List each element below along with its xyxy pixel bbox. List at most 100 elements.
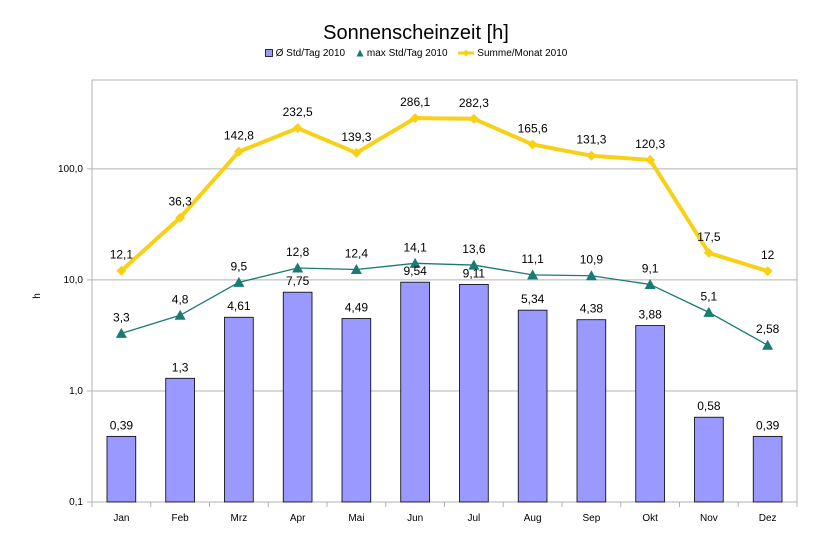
triangle-marker	[292, 262, 304, 273]
plot-area	[91, 79, 798, 503]
x-tick-label: Nov	[700, 513, 718, 524]
legend-item-sum: Summe/Monat 2010	[458, 48, 567, 59]
x-tick-label: Dez	[759, 513, 777, 524]
triangle-marker	[350, 264, 362, 275]
max-data-label: 9,5	[231, 259, 248, 273]
data-labels: 0,39 1,3 4,61 7,75 4,49 9,54 9,11 5,34 4,38 3,88 0…	[110, 95, 780, 432]
line-series	[115, 113, 774, 350]
bar-data-label: 0,58	[697, 399, 721, 413]
max-data-label: 3,3	[113, 310, 130, 324]
bar-data-label: 3,88	[638, 308, 662, 322]
bar	[517, 309, 548, 503]
bar-data-label: 0,39	[756, 418, 780, 432]
sum-data-label: 282,3	[459, 96, 489, 110]
max-data-label: 10,9	[580, 253, 604, 267]
triangle-marker	[409, 257, 421, 268]
diamond-marker	[292, 123, 303, 134]
x-tick-label: Aug	[524, 513, 542, 524]
triangle-marker	[233, 276, 245, 287]
max-data-label: 2,58	[756, 322, 780, 336]
y-tick-label: 1,0	[69, 386, 83, 397]
diamond-marker	[586, 150, 597, 161]
sum-data-label: 142,8	[224, 129, 254, 143]
diamond-marker	[116, 265, 127, 276]
bar	[165, 377, 195, 503]
triangle-marker	[115, 327, 127, 338]
diamond-marker	[762, 266, 773, 277]
bar-data-label: 1,3	[172, 360, 189, 374]
y-tick-label: 0,1	[69, 497, 83, 508]
bar-data-label: 9,54	[403, 264, 427, 278]
bar	[341, 318, 372, 503]
legend-swatch-avg	[264, 49, 273, 58]
legend-swatch-max	[356, 49, 364, 57]
bar-data-label: 0,39	[110, 418, 134, 432]
diamond-marker	[351, 147, 362, 158]
sum-data-label: 12	[761, 248, 775, 262]
bar	[694, 416, 724, 503]
max-data-label: 13,6	[462, 242, 486, 256]
x-tick-label: Jan	[113, 513, 129, 524]
line-max-per-day	[121, 262, 768, 346]
sum-data-label: 139,3	[341, 130, 371, 144]
triangle-marker	[174, 309, 186, 320]
bar	[459, 283, 489, 503]
sum-data-label: 131,3	[576, 133, 606, 147]
bar	[282, 291, 313, 503]
sum-data-label: 36,3	[168, 195, 192, 209]
max-data-label: 14,1	[403, 240, 427, 254]
x-tick-label: Sep	[582, 513, 600, 524]
axes: 0,1 1,0 10,0 100,0 Jan Feb Mrz Apr Mai Jun Jul Aug S…	[58, 164, 798, 524]
triangle-marker	[527, 269, 539, 280]
sum-data-label: 232,5	[283, 105, 313, 119]
sum-data-label: 12,1	[110, 248, 134, 262]
triangle-marker	[644, 278, 656, 289]
x-tick-label: Jul	[467, 513, 480, 524]
bar	[224, 316, 254, 503]
y-tick-label: 100,0	[58, 164, 83, 175]
diamond-marker	[645, 154, 656, 165]
bar	[106, 435, 137, 503]
y-axis-label: h	[32, 293, 43, 299]
bar	[752, 435, 783, 503]
x-tick-label: Apr	[290, 513, 306, 524]
diamond-marker	[410, 113, 421, 124]
legend-swatch-sum	[458, 49, 475, 57]
max-data-label: 11,1	[521, 252, 544, 266]
triangle-marker	[468, 259, 480, 270]
bar-data-label: 9,11	[463, 266, 486, 280]
diamond-marker	[175, 212, 186, 223]
bar	[576, 319, 607, 503]
bar-data-label: 5,34	[521, 292, 545, 306]
diamond-marker	[233, 146, 244, 157]
bar-data-label: 4,49	[345, 301, 369, 315]
legend-item-avg: Ø Std/Tag 2010	[264, 48, 346, 59]
legend: Ø Std/Tag 2010 max Std/Tag 2010 Summe/Mo…	[0, 48, 832, 59]
x-tick-label: Mai	[348, 513, 364, 524]
bar-data-label: 7,75	[286, 274, 310, 288]
sum-data-label: 120,3	[635, 137, 665, 151]
bar-data-label: 4,61	[227, 299, 251, 313]
max-data-label: 12,8	[286, 245, 310, 259]
diamond-marker	[703, 247, 714, 258]
legend-label-avg: Ø Std/Tag 2010	[275, 48, 346, 59]
legend-item-max: max Std/Tag 2010	[356, 48, 448, 59]
sum-data-label: 286,1	[400, 95, 430, 109]
triangle-marker	[703, 306, 715, 317]
bar	[400, 281, 430, 503]
max-data-label: 9,1	[642, 261, 659, 275]
x-tick-label: Okt	[642, 513, 658, 524]
sum-data-label: 165,6	[518, 122, 548, 136]
bar	[635, 325, 665, 503]
max-data-label: 4,8	[172, 292, 189, 306]
sum-data-label: 17,5	[697, 230, 721, 244]
y-tick-label: 10,0	[64, 275, 84, 286]
x-tick-label: Jun	[407, 513, 423, 524]
max-data-label: 12,4	[345, 247, 369, 261]
legend-label-sum: Summe/Monat 2010	[477, 48, 568, 59]
chart-title: Sonnenscheinzeit [h]	[323, 22, 509, 44]
x-tick-label: Mrz	[231, 513, 248, 524]
bar-series	[106, 281, 783, 503]
diamond-marker	[468, 113, 479, 124]
